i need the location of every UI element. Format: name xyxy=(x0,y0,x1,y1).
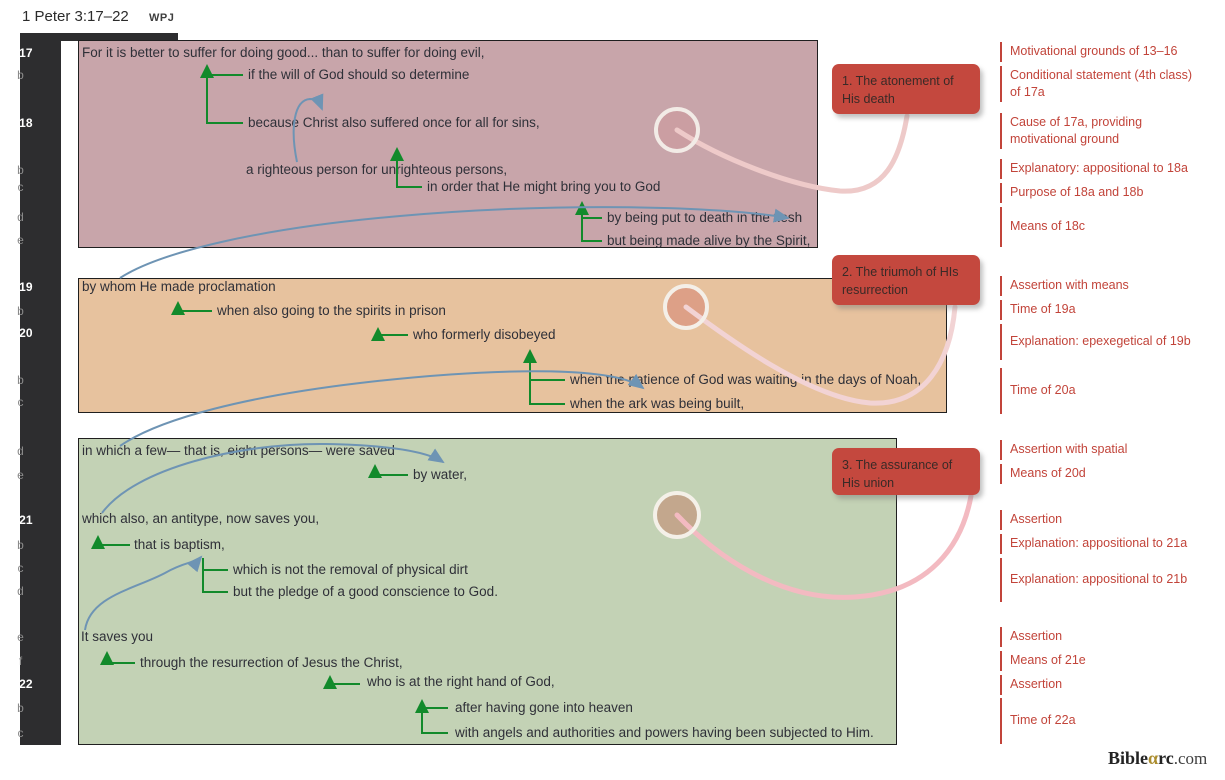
translation-badge: WPJ xyxy=(149,12,175,24)
verse-ref: 3:21 xyxy=(8,513,33,527)
section-label-3[interactable]: 3. The assurance of His union xyxy=(832,448,980,495)
relationship-annotation[interactable]: Time of 22a xyxy=(1000,698,1196,744)
section-block-2 xyxy=(78,278,947,413)
clause-ref: d xyxy=(17,444,24,458)
biblearc-logo: Bibleαrc.com xyxy=(1108,748,1207,769)
phrase-line: but the pledge of a good conscience to G… xyxy=(233,584,498,599)
relationship-annotation[interactable]: Means of 20d xyxy=(1000,464,1196,484)
clause-ref: e xyxy=(17,630,24,644)
clause-ref: f xyxy=(18,654,23,668)
clause-ref: b xyxy=(17,538,24,552)
verse-ref: 3:18 xyxy=(8,116,33,130)
relationship-annotation[interactable]: Time of 19a xyxy=(1000,300,1196,320)
passage-reference: 1 Peter 3:17–22 xyxy=(22,8,129,25)
logo-text-bible: Bible xyxy=(1108,748,1149,768)
clause-ref: b xyxy=(17,68,24,82)
phrase-line: if the will of God should so determine xyxy=(248,67,470,82)
relationship-annotation[interactable]: Explanation: appositional to 21a xyxy=(1000,534,1196,554)
clause-ref: e xyxy=(17,468,24,482)
relationship-annotation[interactable]: Time of 20a xyxy=(1000,368,1196,414)
clause-ref: b xyxy=(17,701,24,715)
phrase-line: through the resurrection of Jesus the Ch… xyxy=(140,655,403,670)
phrase-line: which also, an antitype, now saves you, xyxy=(82,511,320,526)
verse-ref: 3:19 xyxy=(8,280,33,294)
section-anchor-circle-3[interactable] xyxy=(655,493,699,537)
phrase-line: in which a few— that is, eight persons— … xyxy=(82,443,395,458)
relationship-annotation[interactable]: Means of 21e xyxy=(1000,651,1196,671)
phrase-line: by water, xyxy=(413,467,468,482)
clause-ref: c xyxy=(17,180,24,194)
phrase-line: who is at the right hand of God, xyxy=(367,674,555,689)
clause-ref: d xyxy=(17,584,24,598)
phrase-line: which is not the removal of physical dir… xyxy=(233,562,468,577)
phrase-line: with angels and authorities and powers h… xyxy=(455,725,874,740)
clause-ref: c xyxy=(17,395,24,409)
section-anchor-circle-1[interactable] xyxy=(656,109,698,151)
phrase-line: that is baptism, xyxy=(134,537,225,552)
phrase-line: after having gone into heaven xyxy=(455,700,633,715)
relationship-annotation[interactable]: Assertion xyxy=(1000,510,1196,530)
phrase-line: but being made alive by the Spirit, xyxy=(607,233,811,248)
relationship-annotation[interactable]: Explanatory: appositional to 18a xyxy=(1000,159,1196,179)
phrase-line: in order that He might bring you to God xyxy=(427,179,661,194)
relationship-annotation[interactable]: Assertion with means xyxy=(1000,276,1196,296)
phrase-line: when the patience of God was waiting in … xyxy=(570,372,922,387)
phrase-line: a righteous person for unrighteous perso… xyxy=(246,162,508,177)
logo-alpha-glyph: α xyxy=(1148,748,1159,768)
phrase-line: when the ark was being built, xyxy=(570,396,745,411)
relationship-annotation[interactable]: Conditional statement (4th class) of 17a xyxy=(1000,66,1196,102)
section-label-2[interactable]: 2. The triumoh of HIs resurrection xyxy=(832,255,980,305)
relationship-annotation[interactable]: Assertion xyxy=(1000,627,1196,647)
relationship-annotation[interactable]: Explanation: epexegetical of 19b xyxy=(1000,324,1196,360)
phrase-line: For it is better to suffer for doing goo… xyxy=(82,45,485,60)
gutter-top-bar xyxy=(61,33,178,41)
phrase-line: by whom He made proclamation xyxy=(82,279,276,294)
relationship-annotation[interactable]: Motivational grounds of 13–16 xyxy=(1000,42,1196,62)
relationship-annotation[interactable]: Means of 18c xyxy=(1000,207,1196,247)
phrase-line: because Christ also suffered once for al… xyxy=(248,115,540,130)
clause-ref: b xyxy=(17,163,24,177)
verse-ref: 3:20 xyxy=(8,326,33,340)
clause-ref: b xyxy=(17,304,24,318)
relationship-annotation[interactable]: Cause of 17a, providing motivational gro… xyxy=(1000,113,1196,149)
phrase-line: when also going to the spirits in prison xyxy=(217,303,446,318)
verse-gutter xyxy=(20,33,61,745)
clause-ref: c xyxy=(17,561,24,575)
section-anchor-circle-2[interactable] xyxy=(665,286,707,328)
section-label-1[interactable]: 1. The atonement of His death xyxy=(832,64,980,114)
verse-ref: 3:22 xyxy=(8,677,33,691)
logo-text-rc: rc xyxy=(1158,748,1174,768)
relationship-annotation[interactable]: Assertion xyxy=(1000,675,1196,695)
phrase-line: It saves you xyxy=(81,629,154,644)
verse-ref: 3:17 xyxy=(8,46,33,60)
clause-ref: c xyxy=(17,726,24,740)
clause-ref: e xyxy=(17,233,24,247)
phrase-line: by being put to death in the flesh xyxy=(607,210,803,225)
phrase-line: who formerly disobeyed xyxy=(413,327,556,342)
clause-ref: d xyxy=(17,210,24,224)
logo-domain: .com xyxy=(1173,749,1208,768)
relationship-annotation[interactable]: Purpose of 18a and 18b xyxy=(1000,183,1196,203)
relationship-annotation[interactable]: Explanation: appositional to 21b xyxy=(1000,558,1196,602)
clause-ref: b xyxy=(17,373,24,387)
relationship-annotation[interactable]: Assertion with spatial xyxy=(1000,440,1196,460)
